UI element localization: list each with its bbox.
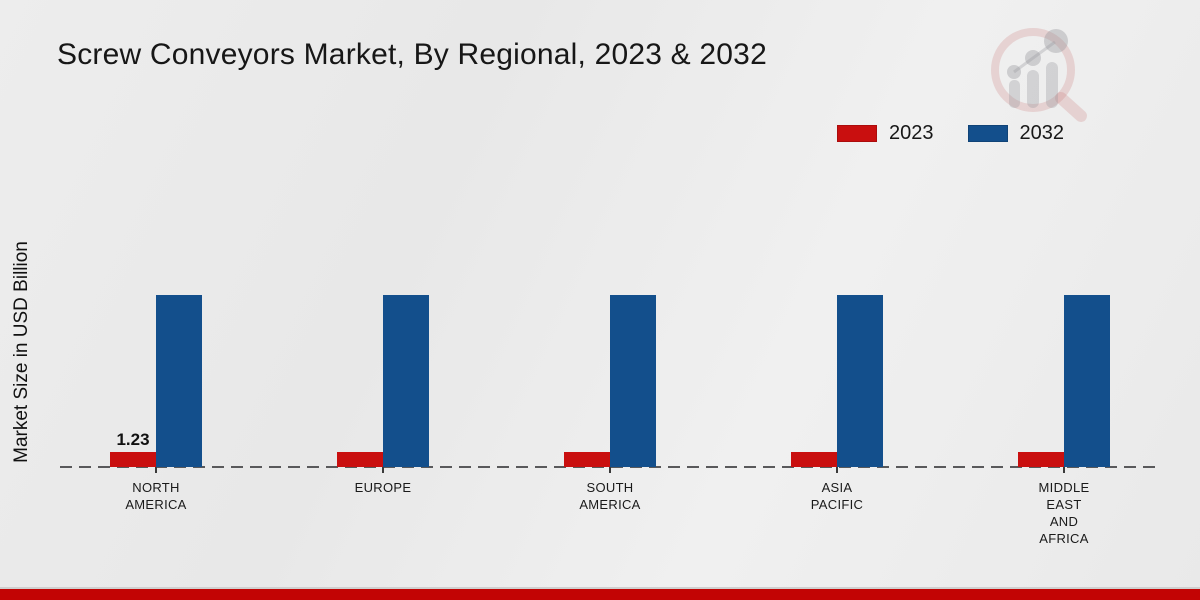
legend-label-2032: 2032 — [1019, 122, 1065, 144]
bar-2023-europe — [337, 452, 383, 467]
x-axis-tick-middle-east-and-africa — [1063, 467, 1065, 473]
legend-item-2023: 2023 — [837, 122, 934, 145]
bar-2023-south-america — [564, 452, 610, 467]
legend: 2023 2032 — [837, 122, 1064, 145]
legend-label-2023: 2023 — [889, 122, 934, 144]
bar-2032-asia-pacific — [837, 295, 883, 467]
bar-2023-asia-pacific — [791, 452, 837, 467]
legend-swatch-2032 — [967, 125, 1008, 142]
bar-chart-magnifier-logo-icon — [991, 28, 1087, 122]
bar-2032-north-america — [156, 295, 202, 467]
category-label-europe: EUROPE — [354, 480, 412, 495]
footer-band — [0, 587, 1200, 600]
bar-2032-south-america — [610, 295, 656, 467]
x-axis-tick-europe — [382, 467, 384, 473]
category-label-asia-pacific: ASIA PACIFIC — [810, 480, 864, 512]
data-label-2023-north-america: 1.23 — [116, 430, 150, 449]
chart-title: Screw Conveyors Market, By Regional, 202… — [57, 38, 767, 71]
category-label-north-america: NORTH AMERICA — [125, 480, 187, 512]
bar-2023-middle-east-and-africa — [1018, 452, 1064, 467]
bar-2023-north-america — [110, 452, 156, 467]
category-label-middle-east-and-africa: MIDDLE EAST AND AFRICA — [1038, 480, 1090, 546]
x-axis-tick-asia-pacific — [836, 467, 838, 473]
x-axis-tick-south-america — [609, 467, 611, 473]
legend-item-2032: 2032 — [967, 122, 1065, 145]
bar-2032-europe — [383, 295, 429, 467]
x-axis-tick-north-america — [155, 467, 157, 473]
legend-swatch-2023 — [837, 125, 877, 142]
category-label-south-america: SOUTH AMERICA — [579, 480, 641, 512]
bar-2032-middle-east-and-africa — [1064, 295, 1110, 467]
